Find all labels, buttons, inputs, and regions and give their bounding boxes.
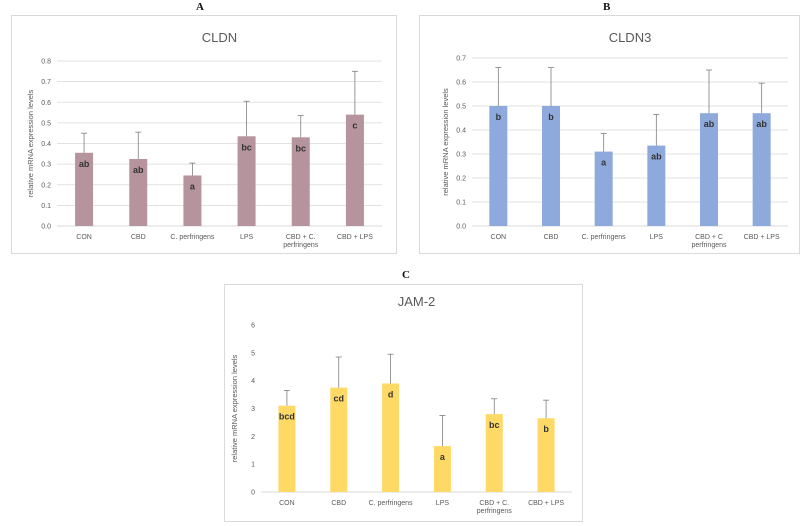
y-tick-label: 0.4 [41, 141, 51, 148]
significance-letter: ab [704, 119, 715, 129]
x-tick-label: CBD + LPS [337, 234, 373, 241]
bar [75, 152, 94, 226]
y-tick-label: 6 [251, 323, 255, 330]
y-axis-label: relative mRNA expression levels [26, 89, 35, 197]
bar [433, 446, 451, 492]
y-tick-label: 0.3 [41, 162, 51, 169]
significance-letter: cd [333, 394, 344, 404]
x-tick-label: perfringens [477, 508, 513, 515]
x-tick-label: CON [491, 234, 507, 241]
significance-letter: bcd [279, 412, 295, 422]
chart-2-plot: JAM-2 0 1 2 3 4 5 6 relative mRNA expression lev… [230, 294, 572, 515]
y-tick-label: 0.1 [41, 203, 51, 210]
significance-letter: ab [756, 119, 767, 129]
x-tick-label: CBD [331, 500, 346, 507]
x-tick-label: CON [279, 500, 295, 507]
bar [485, 414, 503, 492]
y-tick-label: 0.4 [456, 128, 466, 135]
y-axis-label: relative mRNA expression levels [230, 354, 239, 462]
jam2-chart: JAM-2 0 1 2 3 4 5 6 relative mRNA expression lev… [230, 294, 572, 515]
bar [594, 151, 613, 226]
x-tick-label: perfringens [691, 242, 727, 249]
chart-panel-jam2: JAM-2 0 1 2 3 4 5 6 relative mRNA expression lev… [224, 284, 583, 522]
y-tick-label: 0.5 [456, 104, 466, 111]
x-tick-label: CBD + C. [479, 500, 509, 507]
chart-panel-cldn: CLDN 0.0 0.1 0.2 0.3 0.4 0.5 0.6 0.7 0.8 relative … [11, 15, 397, 254]
panel-label-a: A [196, 1, 204, 13]
y-tick-label: 0.6 [41, 100, 51, 107]
significance-letter: c [352, 121, 357, 131]
bar [278, 405, 296, 492]
bar [647, 145, 666, 226]
y-tick-label: 0.2 [41, 182, 51, 189]
x-tick-label: CBD + C [695, 234, 723, 241]
bar [752, 113, 771, 226]
significance-letter: a [440, 452, 446, 462]
chart-title: CLDN3 [609, 30, 652, 45]
significance-letter: bc [241, 142, 252, 152]
bar [183, 175, 202, 226]
bar [345, 114, 364, 226]
y-tick-label: 0.8 [41, 59, 51, 66]
bar [542, 106, 560, 226]
x-tick-label: LPS [240, 234, 254, 241]
significance-letter: b [543, 424, 549, 434]
significance-letter: ab [133, 165, 144, 175]
y-tick-label: 0.7 [41, 79, 51, 86]
x-tick-label: C. perfringens [582, 234, 626, 241]
significance-letter: bc [489, 420, 500, 430]
panel-label-b: B [603, 1, 611, 13]
y-axis-label: relative mRNA expression levels [441, 88, 450, 196]
x-tick-label: C. perfringens [369, 500, 413, 507]
x-tick-label: C. perfringens [170, 234, 214, 241]
y-tick-label: 0.5 [41, 120, 51, 127]
cldn-chart: CLDN 0.0 0.1 0.2 0.3 0.4 0.5 0.6 0.7 0.8 relative … [26, 30, 382, 249]
x-tick-label: perfringens [283, 242, 319, 249]
y-tick-label: 0.2 [456, 176, 466, 183]
x-tick-label: CBD [544, 234, 559, 241]
x-tick-label: CBD + LPS [528, 500, 564, 507]
significance-letter: bc [295, 143, 306, 153]
y-tick-label: 0.3 [456, 152, 466, 159]
significance-letter: d [388, 389, 394, 399]
bar [330, 387, 348, 492]
chart-1-plot: CLDN3 0.0 0.1 0.2 0.3 0.4 0.5 0.6 0.7 relative mR… [441, 30, 788, 249]
y-tick-label: 0.0 [41, 224, 51, 231]
bar [382, 383, 400, 492]
bar [291, 137, 310, 226]
y-tick-label: 2 [251, 434, 255, 441]
y-tick-label: 0.6 [456, 80, 466, 87]
bar [700, 113, 718, 226]
significance-letter: a [601, 158, 607, 168]
x-tick-label: LPS [436, 500, 450, 507]
chart-panel-cldn3: CLDN3 0.0 0.1 0.2 0.3 0.4 0.5 0.6 0.7 relative mR… [419, 15, 800, 254]
y-tick-label: 0.1 [456, 200, 466, 207]
significance-letter: a [190, 181, 196, 191]
bar [489, 106, 508, 226]
y-tick-label: 4 [251, 378, 255, 385]
chart-0-plot: CLDN 0.0 0.1 0.2 0.3 0.4 0.5 0.6 0.7 0.8 relative … [26, 30, 382, 249]
y-tick-label: 1 [251, 462, 255, 469]
x-tick-label: CBD + LPS [744, 234, 780, 241]
x-tick-label: CON [76, 234, 92, 241]
chart-title: JAM-2 [398, 294, 436, 309]
bar [237, 136, 256, 226]
chart-title: CLDN [202, 30, 237, 45]
y-tick-label: 5 [251, 350, 255, 357]
bar [129, 158, 148, 226]
significance-letter: b [548, 112, 554, 122]
x-tick-label: CBD + C. [286, 234, 316, 241]
x-tick-label: CBD [131, 234, 146, 241]
cldn3-chart: CLDN3 0.0 0.1 0.2 0.3 0.4 0.5 0.6 0.7 relative mR… [441, 30, 788, 249]
bar [537, 418, 555, 492]
significance-letter: ab [79, 159, 90, 169]
y-tick-label: 0.7 [456, 56, 466, 63]
y-tick-label: 0 [251, 490, 255, 497]
y-tick-label: 0.0 [456, 224, 466, 231]
x-tick-label: LPS [650, 234, 664, 241]
significance-letter: ab [651, 152, 662, 162]
y-tick-label: 3 [251, 406, 255, 413]
significance-letter: b [496, 112, 502, 122]
panel-label-c: C [402, 269, 410, 281]
